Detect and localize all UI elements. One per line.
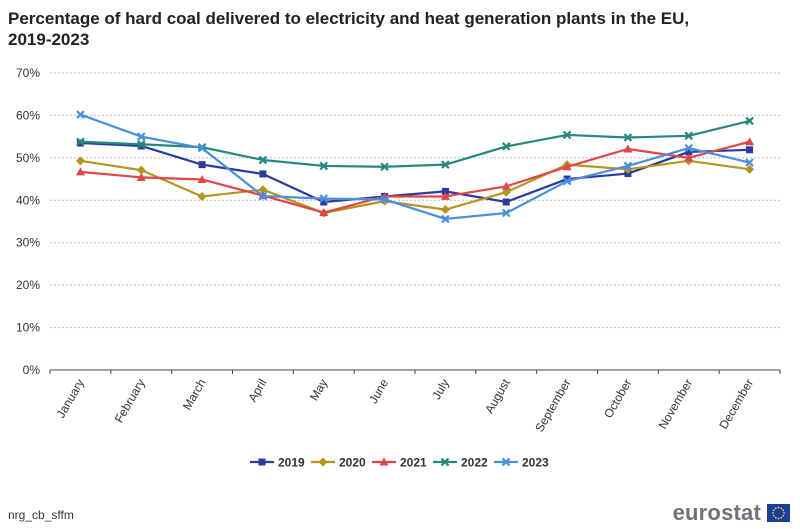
data-point-2021 xyxy=(501,181,511,190)
y-tick-label: 10% xyxy=(16,321,40,335)
data-point-2023 xyxy=(745,158,754,167)
data-point-2021 xyxy=(562,162,572,171)
data-point-2022 xyxy=(319,161,329,171)
data-point-2020 xyxy=(197,191,207,201)
data-point-2021 xyxy=(684,153,694,162)
data-point-2023 xyxy=(380,195,389,204)
eurostat-logo[interactable]: eurostat xyxy=(673,502,790,524)
data-point-2020 xyxy=(501,187,511,197)
logo-text: eurostat xyxy=(672,500,761,525)
legend-marker xyxy=(440,457,450,467)
series-line-2020 xyxy=(80,159,750,215)
legend-marker xyxy=(379,457,389,466)
data-point-2020 xyxy=(258,185,268,195)
x-tick-label: October xyxy=(601,376,634,420)
data-point-2022 xyxy=(684,131,694,141)
line-chart: 0% 10% 20% 30% 40% 50% 60% 70% January February Ma… xyxy=(16,66,781,470)
data-point-2023 xyxy=(501,208,511,218)
legend-marker xyxy=(258,458,266,466)
data-point-2021 xyxy=(197,174,207,183)
data-point-2019 xyxy=(441,187,449,195)
data-point-2023 xyxy=(441,214,450,224)
data-point-2023 xyxy=(258,191,268,201)
data-point-2022 xyxy=(623,133,633,142)
legend-label: 2021 xyxy=(400,456,427,470)
series-line-2021 xyxy=(80,140,750,214)
data-point-2021 xyxy=(440,191,450,200)
x-tick-label: November xyxy=(656,377,696,432)
y-tick-label: 50% xyxy=(16,151,40,165)
x-tick-label: April xyxy=(245,377,269,405)
legend-label: 2023 xyxy=(522,456,549,470)
data-point-2023 xyxy=(319,194,329,203)
data-point-2020 xyxy=(745,164,755,174)
chart-title: Percentage of hard coal delivered to ele… xyxy=(8,9,690,49)
x-tick-label: May xyxy=(307,377,330,404)
y-tick-label: 60% xyxy=(16,108,40,122)
y-tick-label: 20% xyxy=(16,278,40,292)
eu-flag-icon xyxy=(767,504,790,522)
x-tick-label: March xyxy=(180,377,209,413)
data-point-2019 xyxy=(746,146,754,154)
data-point-2022 xyxy=(745,116,754,126)
data-point-2022 xyxy=(441,160,450,169)
data-point-2019 xyxy=(137,142,145,150)
data-point-2023 xyxy=(684,143,694,153)
data-point-2023 xyxy=(623,161,633,171)
data-point-2023 xyxy=(76,110,85,119)
data-point-2019 xyxy=(320,198,328,206)
data-point-2020 xyxy=(75,156,85,166)
data-point-2022 xyxy=(136,140,146,149)
x-tick-label: August xyxy=(482,376,513,416)
x-tick-label: January xyxy=(54,377,87,421)
x-tick-label: September xyxy=(532,377,573,435)
data-point-2019 xyxy=(198,161,206,169)
data-point-2022 xyxy=(380,162,389,172)
data-point-2022 xyxy=(258,155,268,165)
legend-label: 2022 xyxy=(461,456,488,470)
data-point-2022 xyxy=(76,137,85,147)
x-tick-label: July xyxy=(429,377,452,402)
data-point-2023 xyxy=(197,143,207,153)
y-tick-label: 40% xyxy=(16,193,40,207)
legend-label: 2020 xyxy=(339,456,366,470)
data-point-2023 xyxy=(136,132,146,141)
data-point-2019 xyxy=(502,198,510,206)
x-tick-label: June xyxy=(366,376,391,406)
data-point-2021 xyxy=(623,144,633,153)
data-point-2020 xyxy=(440,205,450,215)
data-point-2022 xyxy=(562,130,572,140)
source-code: nrg_cb_sffm xyxy=(8,508,74,522)
x-tick-label: December xyxy=(716,377,756,432)
data-point-2023 xyxy=(562,176,572,186)
legend-marker xyxy=(501,457,511,467)
y-tick-label: 30% xyxy=(16,236,40,250)
series-line-2019 xyxy=(80,141,750,204)
data-point-2019 xyxy=(563,175,571,183)
y-tick-label: 70% xyxy=(16,66,40,80)
data-point-2019 xyxy=(685,148,693,156)
data-point-2021 xyxy=(745,137,755,146)
series-line-2023 xyxy=(80,113,750,221)
y-tick-label: 0% xyxy=(23,363,41,377)
data-point-2021 xyxy=(75,167,85,176)
data-point-2022 xyxy=(501,142,511,151)
x-tick-label: February xyxy=(112,377,148,426)
legend-marker xyxy=(318,457,328,467)
data-point-2021 xyxy=(136,172,146,181)
data-point-2020 xyxy=(136,165,146,175)
legend-label: 2019 xyxy=(278,456,305,470)
data-point-2019 xyxy=(259,170,267,178)
data-point-2021 xyxy=(319,208,329,217)
